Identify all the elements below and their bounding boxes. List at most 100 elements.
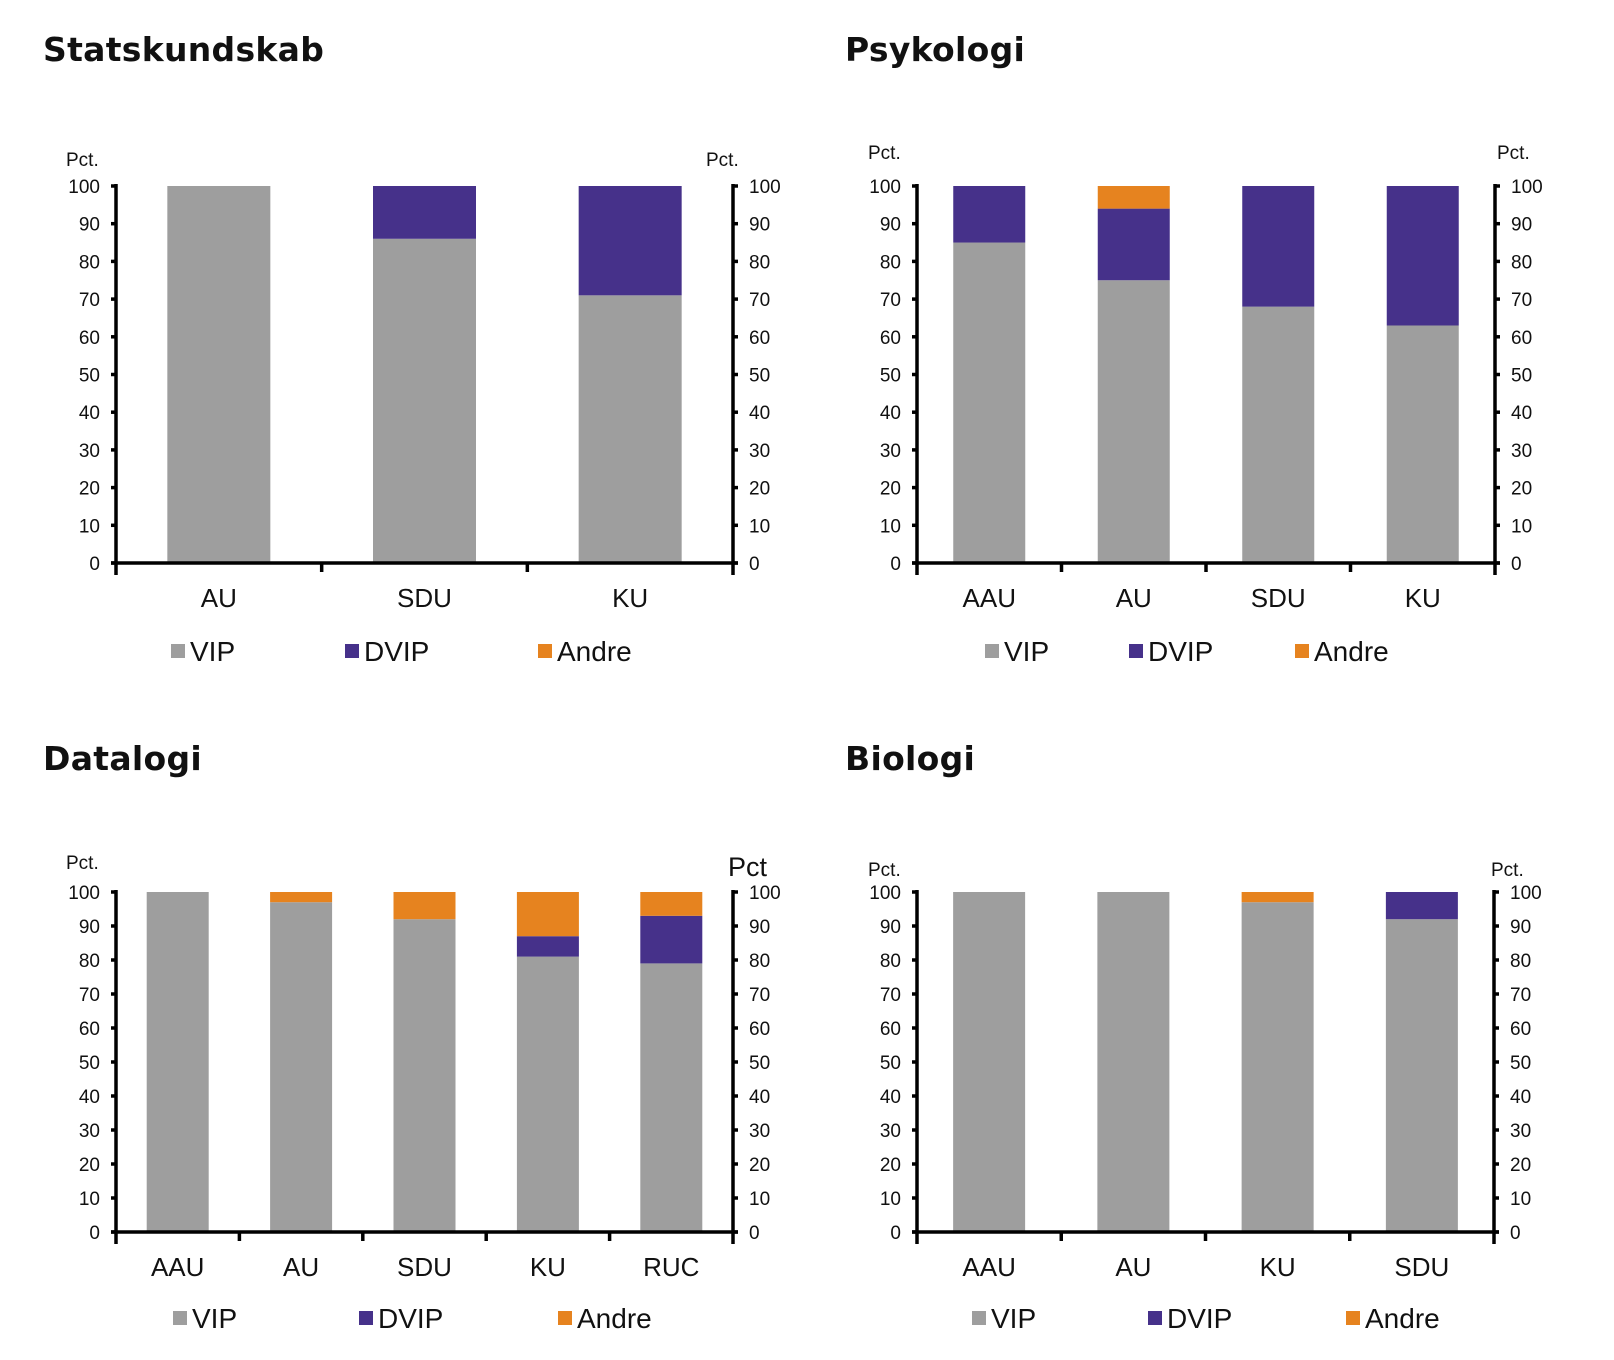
y-tick-label-right: 100 bbox=[749, 883, 781, 904]
bar-vip-ku bbox=[516, 956, 579, 1232]
y-tick-label-left: 90 bbox=[79, 917, 100, 938]
legend-swatch-dvip bbox=[359, 1311, 373, 1325]
bar-vip-aau bbox=[953, 892, 1026, 1232]
bar-vip-ku bbox=[1386, 325, 1459, 563]
y-tick-label-right: 40 bbox=[749, 403, 770, 424]
y-tick-label-left: 30 bbox=[79, 441, 100, 462]
y-axis-label-right: Pct. bbox=[706, 150, 739, 171]
bar-vip-ku bbox=[1241, 902, 1314, 1232]
y-tick-label-right: 60 bbox=[749, 328, 770, 349]
bar-vip-au bbox=[1097, 280, 1170, 563]
legend-label-andre: Andre bbox=[557, 636, 632, 667]
y-tick-label-left: 80 bbox=[880, 252, 901, 273]
y-tick-label-right: 30 bbox=[1510, 1121, 1531, 1142]
y-tick-label-left: 50 bbox=[880, 366, 901, 387]
x-tick-label: KU bbox=[1260, 1252, 1296, 1282]
y-tick-label-right: 0 bbox=[1511, 554, 1522, 575]
y-tick-label-left: 40 bbox=[79, 403, 100, 424]
y-tick-label-left: 80 bbox=[880, 951, 901, 972]
x-tick-label: AU bbox=[283, 1252, 319, 1282]
legend-label-andre: Andre bbox=[1365, 1303, 1440, 1334]
y-tick-label-right: 10 bbox=[1511, 516, 1532, 537]
y-tick-label-left: 60 bbox=[79, 328, 100, 349]
y-tick-label-left: 0 bbox=[890, 554, 901, 575]
legend-swatch-vip bbox=[173, 1311, 187, 1325]
bar-andre-ruc bbox=[640, 892, 703, 916]
chart-title-statskundskab: Statskundskab bbox=[43, 30, 325, 69]
bar-vip-au bbox=[1097, 892, 1170, 1232]
y-tick-label-left: 0 bbox=[89, 554, 100, 575]
y-tick-label-right: 90 bbox=[1510, 917, 1531, 938]
x-tick-label: SDU bbox=[397, 583, 452, 613]
y-tick-label-right: 60 bbox=[749, 1019, 770, 1040]
y-tick-label-right: 80 bbox=[749, 951, 770, 972]
y-tick-label-right: 70 bbox=[749, 290, 770, 311]
y-tick-label-right: 90 bbox=[1511, 215, 1532, 236]
bar-dvip-au bbox=[1097, 208, 1170, 281]
y-tick-label-right: 100 bbox=[1510, 883, 1542, 904]
y-axis-label-right: Pct. bbox=[1491, 860, 1524, 881]
bar-vip-au bbox=[167, 186, 271, 563]
y-tick-label-left: 40 bbox=[79, 1087, 100, 1108]
y-tick-label-right: 80 bbox=[1511, 252, 1532, 273]
y-tick-label-right: 90 bbox=[749, 215, 770, 236]
bar-dvip-ruc bbox=[640, 915, 703, 964]
bar-vip-sdu bbox=[393, 919, 456, 1232]
chart-title-datalogi: Datalogi bbox=[43, 739, 203, 778]
bar-dvip-ku bbox=[516, 936, 579, 957]
y-tick-label-right: 10 bbox=[1510, 1189, 1531, 1210]
x-tick-label: KU bbox=[612, 583, 648, 613]
y-tick-label-left: 90 bbox=[880, 917, 901, 938]
y-tick-label-right: 50 bbox=[749, 366, 770, 387]
legend-label-dvip: DVIP bbox=[364, 636, 429, 667]
y-tick-label-right: 10 bbox=[749, 516, 770, 537]
y-tick-label-left: 80 bbox=[79, 951, 100, 972]
y-tick-label-left: 70 bbox=[880, 985, 901, 1006]
y-tick-label-right: 20 bbox=[1510, 1155, 1531, 1176]
y-tick-label-right: 0 bbox=[1510, 1223, 1521, 1244]
y-tick-label-left: 30 bbox=[880, 441, 901, 462]
bar-vip-aau bbox=[146, 892, 209, 1232]
y-tick-label-right: 60 bbox=[1510, 1019, 1531, 1040]
y-tick-label-left: 20 bbox=[880, 1155, 901, 1176]
legend-swatch-dvip bbox=[1129, 644, 1143, 658]
bar-dvip-ku bbox=[1386, 186, 1459, 326]
y-tick-label-right: 10 bbox=[749, 1189, 770, 1210]
x-tick-label: AAU bbox=[151, 1252, 204, 1282]
legend-label-andre: Andre bbox=[1314, 636, 1389, 667]
x-tick-label: SDU bbox=[1251, 583, 1306, 613]
legend-label-andre: Andre bbox=[577, 1303, 652, 1334]
chart-title-psykologi: Psykologi bbox=[845, 30, 1026, 69]
bar-dvip-sdu bbox=[1385, 892, 1458, 920]
bar-andre-ku bbox=[1241, 892, 1314, 903]
y-tick-label-left: 50 bbox=[880, 1053, 901, 1074]
legend-swatch-dvip bbox=[1148, 1311, 1162, 1325]
bar-andre-sdu bbox=[393, 892, 456, 920]
x-tick-label: AU bbox=[1116, 583, 1152, 613]
y-tick-label-left: 90 bbox=[79, 215, 100, 236]
y-tick-label-left: 40 bbox=[880, 403, 901, 424]
y-tick-label-right: 40 bbox=[1511, 403, 1532, 424]
bar-dvip-sdu bbox=[373, 186, 476, 239]
legend-swatch-vip bbox=[985, 644, 999, 658]
legend-swatch-vip bbox=[972, 1311, 986, 1325]
y-tick-label-right: 20 bbox=[1511, 479, 1532, 500]
bar-andre-au bbox=[1097, 186, 1170, 209]
legend-swatch-dvip bbox=[345, 644, 359, 658]
chart-title-biologi: Biologi bbox=[845, 739, 976, 778]
x-tick-label: AU bbox=[1115, 1252, 1151, 1282]
chart-datalogi: AAU AU SDU KU RUC 0 0 10 10 20 20 30 30 40 40 50 50 60 60 7… bbox=[66, 852, 781, 1334]
bar-vip-ruc bbox=[640, 963, 703, 1232]
y-tick-label-left: 20 bbox=[79, 1155, 100, 1176]
bar-vip-sdu bbox=[373, 238, 476, 563]
y-tick-label-left: 50 bbox=[79, 366, 100, 387]
bar-vip-sdu bbox=[1385, 919, 1458, 1232]
y-tick-label-left: 80 bbox=[79, 252, 100, 273]
y-tick-label-right: 0 bbox=[749, 1223, 760, 1244]
y-tick-label-left: 100 bbox=[68, 177, 100, 198]
y-axis-label-right: Pct. bbox=[1497, 143, 1530, 164]
bar-vip-aau bbox=[953, 242, 1026, 564]
y-tick-label-right: 70 bbox=[1511, 290, 1532, 311]
y-tick-label-left: 90 bbox=[880, 215, 901, 236]
